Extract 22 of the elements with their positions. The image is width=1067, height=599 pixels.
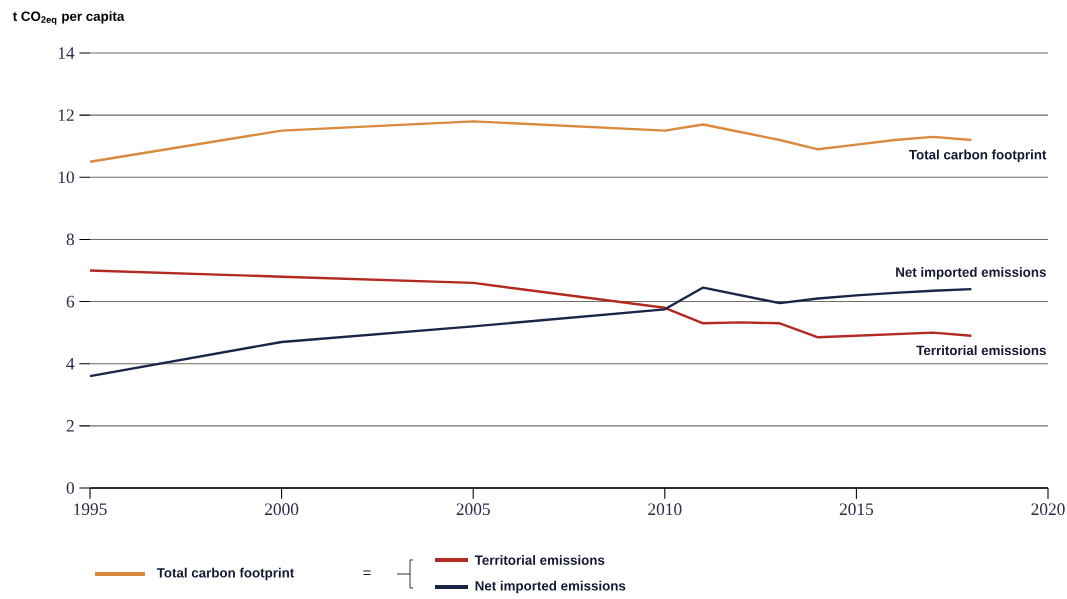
text: Territorial emissions [916, 345, 1046, 356]
x-tick-label: 1995 [74, 503, 107, 516]
y-tick-label: 6 [66, 295, 75, 308]
y-tick-label: 0 [66, 482, 75, 494]
y-tick-label: 12 [58, 109, 74, 121]
x-tick-label: 2015 [839, 503, 874, 516]
y-tick-label: 8 [66, 233, 75, 246]
legend-label: Total carbon footprint [156, 567, 295, 581]
text: Total carbon footprint [909, 149, 1047, 163]
x-tick-label: 2000 [265, 503, 299, 516]
legend-label: Net imported emissions [475, 580, 626, 594]
x-tick-label: 2005 [456, 503, 490, 516]
text: Net imported emissions [896, 267, 1046, 280]
y-tick-label: 2 [66, 420, 74, 432]
legend-label: Territorial emissions [474, 555, 605, 565]
y-tick-label: 14 [58, 47, 75, 59]
y-axis-title: t CO$_{2eq}$ per capita [12, 11, 125, 25]
x-tick-label: 2010 [648, 503, 682, 516]
y-tick-label: 4 [66, 357, 75, 370]
x-tick-label: 2020 [1031, 503, 1065, 516]
y-tick-label: 10 [58, 171, 75, 184]
text: = [363, 570, 371, 576]
